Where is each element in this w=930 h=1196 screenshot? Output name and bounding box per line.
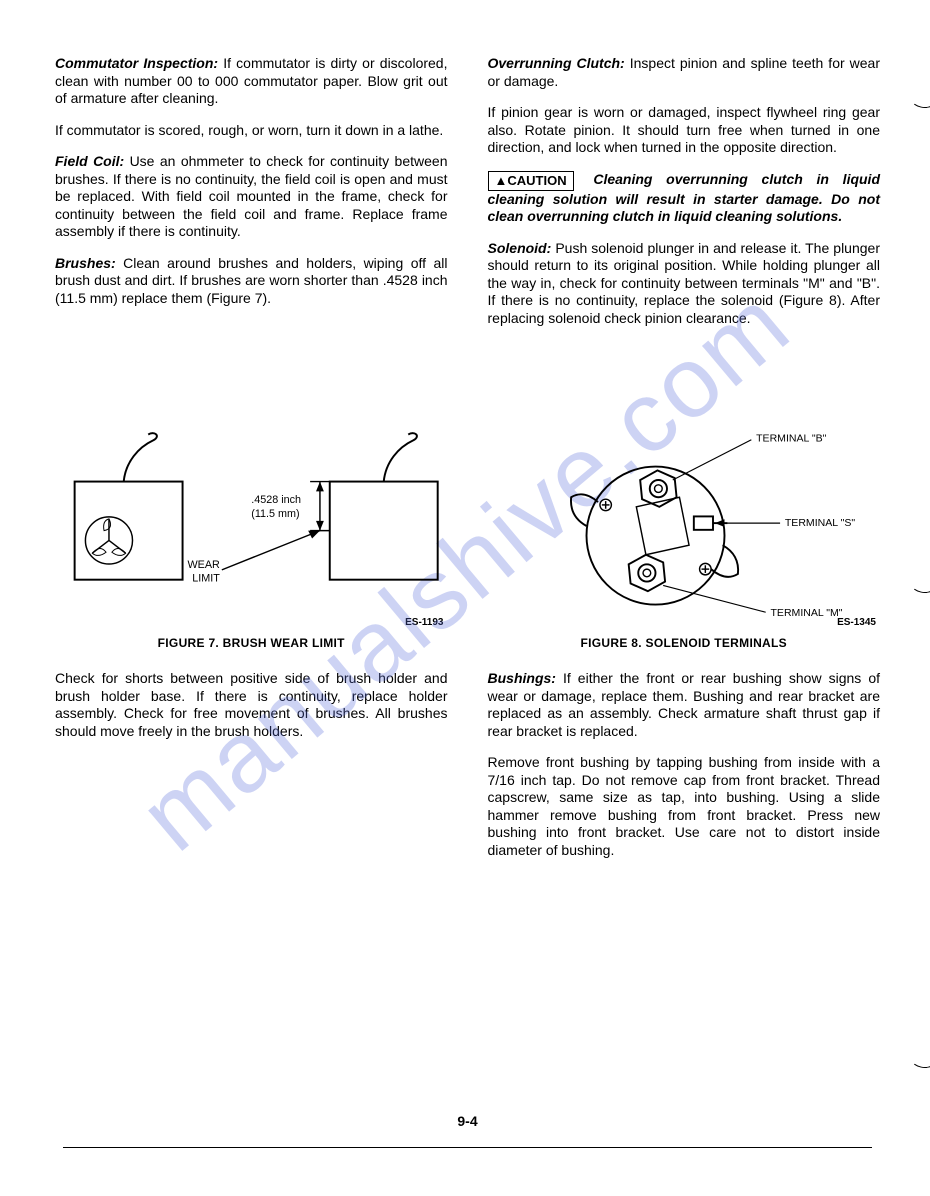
terminal-b-label: TERMINAL "B" (756, 433, 827, 445)
lead-overrunning: Overrunning Clutch: (488, 55, 625, 71)
dim-inch-label: .4528 inch (251, 494, 301, 506)
lead-commutator: Commutator Inspection: (55, 55, 218, 71)
upper-columns: Commutator Inspection: If commutator is … (55, 55, 880, 341)
figure-7-es-code: ES-1193 (55, 617, 444, 628)
dim-mm-label: (11.5 mm) (251, 508, 299, 520)
limit-label: LIMIT (192, 573, 220, 585)
page-number: 9-4 (55, 1113, 880, 1129)
para-pinion-gear: If pinion gear is worn or damaged, inspe… (488, 104, 881, 157)
figure-8-drawing: TERMINAL "B" TERMINAL "S" TERMINAL "M" (488, 411, 881, 611)
page-curl-mark (903, 552, 930, 596)
lead-field-coil: Field Coil: (55, 153, 124, 169)
para-bushings: Bushings: If either the front or rear bu… (488, 670, 881, 740)
lead-bushings: Bushings: (488, 670, 556, 686)
lower-columns: Check for shorts between positive side o… (55, 670, 880, 873)
lead-brushes: Brushes: (55, 255, 116, 271)
page-curl-mark (903, 67, 930, 111)
para-brush-holder-shorts: Check for shorts between positive side o… (55, 670, 448, 740)
para-commutator-inspection: Commutator Inspection: If commutator is … (55, 55, 448, 108)
lead-solenoid: Solenoid: (488, 240, 552, 256)
para-commutator-scored: If commutator is scored, rough, or worn,… (55, 122, 448, 140)
left-column-lower: Check for shorts between positive side o… (55, 670, 448, 873)
caution-block: ▲CAUTION Cleaning overrunning clutch in … (488, 171, 881, 226)
right-column: Overrunning Clutch: Inspect pinion and s… (488, 55, 881, 341)
wear-label: WEAR (188, 559, 221, 571)
terminal-s-label: TERMINAL "S" (784, 517, 855, 529)
page-curl-mark (903, 1027, 930, 1071)
para-brushes: Brushes: Clean around brushes and holder… (55, 255, 448, 308)
figure-7-drawing: .4528 inch (11.5 mm) WEAR LIMIT (55, 411, 448, 611)
figure-7-container: .4528 inch (11.5 mm) WEAR LIMIT ES-1193 … (55, 341, 448, 670)
para-overrunning-clutch: Overrunning Clutch: Inspect pinion and s… (488, 55, 881, 90)
figures-row: .4528 inch (11.5 mm) WEAR LIMIT ES-1193 … (55, 341, 880, 670)
figure-7-caption: FIGURE 7. BRUSH WEAR LIMIT (55, 636, 448, 650)
left-column: Commutator Inspection: If commutator is … (55, 55, 448, 341)
para-remove-bushing: Remove front bushing by tapping bushing … (488, 754, 881, 859)
caution-label-box: ▲CAUTION (488, 171, 574, 191)
para-field-coil: Field Coil: Use an ohmmeter to check for… (55, 153, 448, 241)
footer-rule (63, 1147, 872, 1148)
figure-8-container: TERMINAL "B" TERMINAL "S" TERMINAL "M" E… (488, 341, 881, 670)
para-solenoid: Solenoid: Push solenoid plunger in and r… (488, 240, 881, 328)
right-column-lower: Bushings: If either the front or rear bu… (488, 670, 881, 873)
terminal-m-label: TERMINAL "M" (770, 607, 842, 619)
